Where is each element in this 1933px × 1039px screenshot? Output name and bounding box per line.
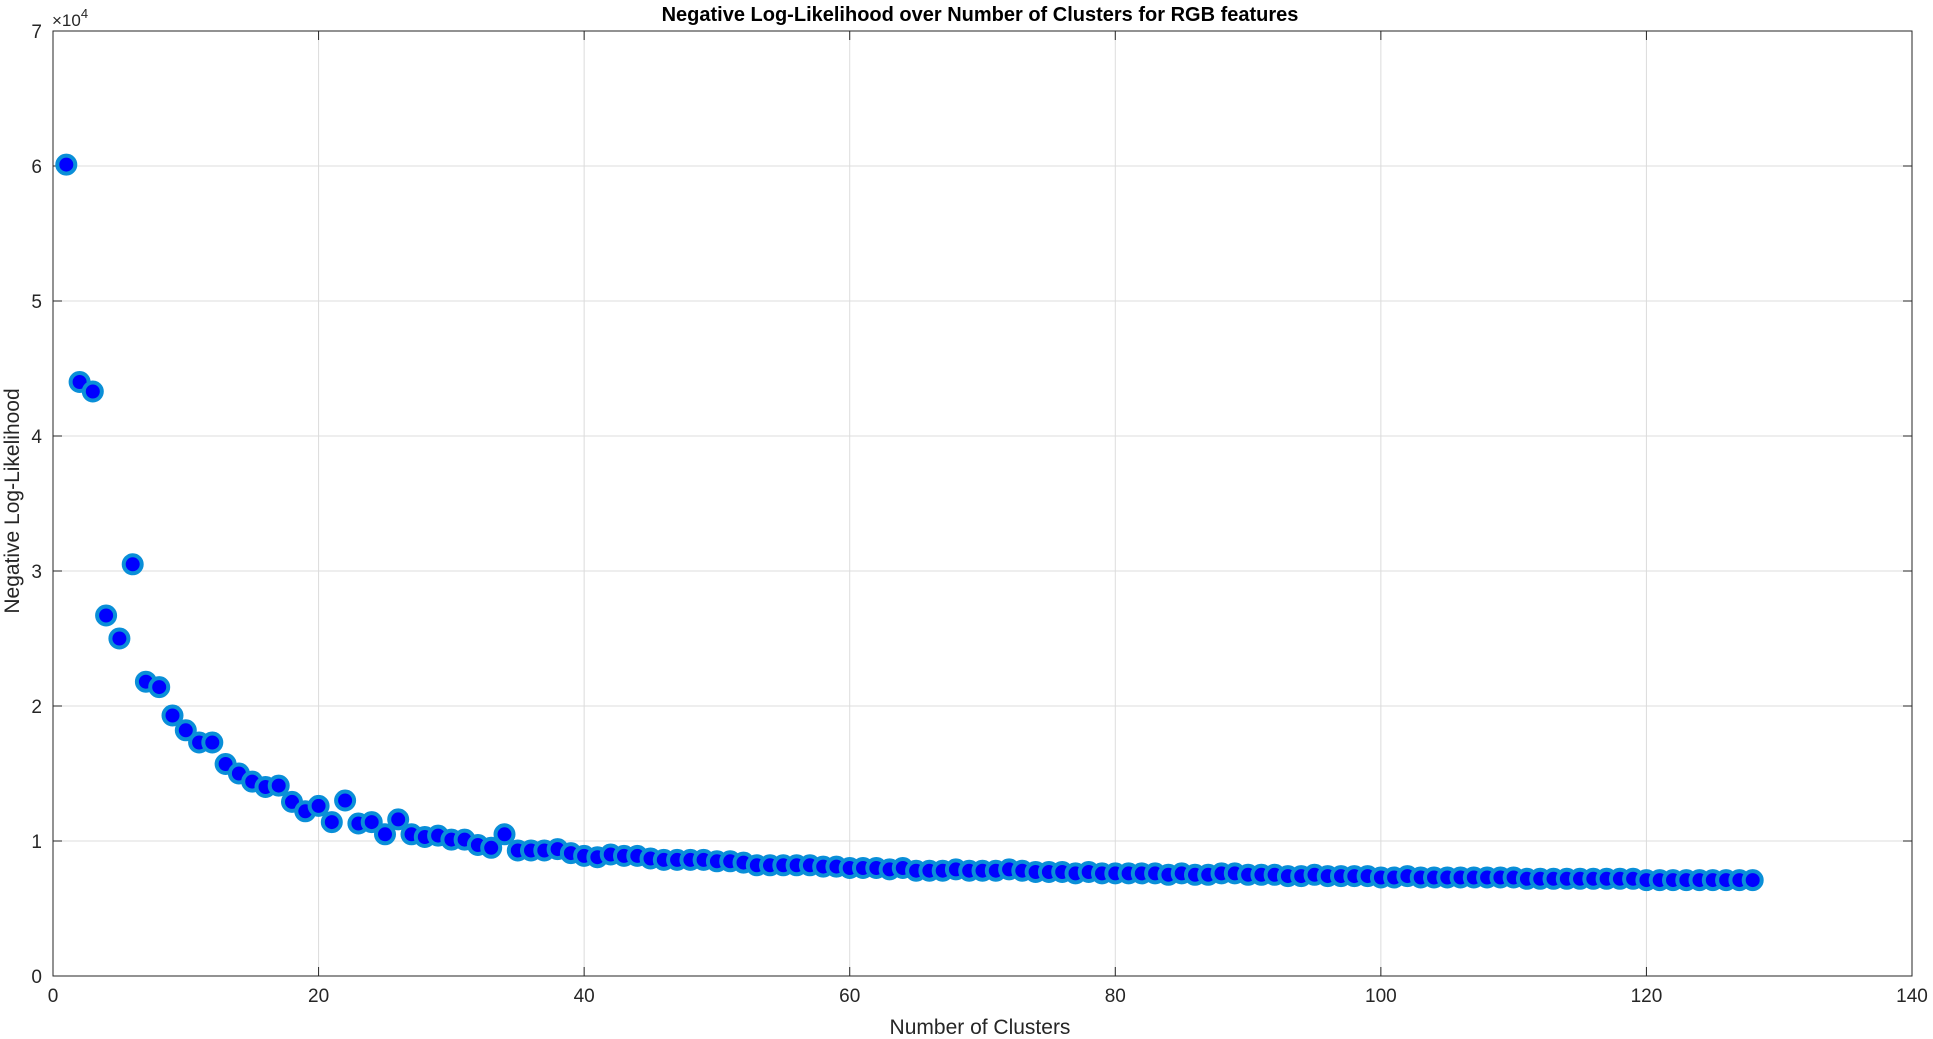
y-tick-label: 7 (31, 22, 42, 43)
x-tick-label: 140 (1896, 986, 1928, 1007)
axis-ticks: 0 20 40 60 80 100 120 140 0 1 2 3 4 5 6 7 (31, 22, 1927, 1007)
data-point (95, 604, 118, 627)
y-tick-label: 6 (31, 157, 42, 178)
data-point (307, 794, 330, 817)
data-point (121, 553, 144, 576)
data-point (360, 811, 383, 834)
data-points (55, 153, 1764, 892)
data-point (148, 676, 171, 699)
x-tick-label: 40 (574, 986, 595, 1007)
y-axis-label: Negative Log-Likelihood (1, 388, 24, 613)
data-point (267, 774, 290, 797)
data-point (81, 380, 104, 403)
x-tick-label: 60 (839, 986, 860, 1007)
data-point (55, 153, 78, 176)
x-tick-label: 0 (48, 986, 59, 1007)
x-axis-label: Number of Clusters (890, 1016, 1071, 1039)
y-tick-label: 4 (31, 427, 42, 448)
data-point (161, 704, 184, 727)
x-tick-label: 20 (308, 986, 329, 1007)
y-tick-label: 3 (31, 562, 42, 583)
x-tick-label: 120 (1631, 986, 1663, 1007)
data-point (108, 627, 131, 650)
y-axis-exponent: ×104 (52, 6, 88, 30)
y-exponent-base: ×10 (52, 11, 81, 30)
data-point (1741, 869, 1764, 892)
data-point (320, 811, 343, 834)
data-point (174, 719, 197, 742)
data-point (201, 731, 224, 754)
x-tick-label: 80 (1105, 986, 1126, 1007)
data-point (374, 823, 396, 846)
x-tick-label: 100 (1365, 986, 1397, 1007)
y-tick-label: 2 (31, 697, 42, 718)
y-exponent-power: 4 (81, 6, 88, 21)
data-point (480, 836, 503, 859)
y-tick-label: 0 (31, 967, 42, 988)
plot-frame (52, 30, 1913, 977)
data-point (387, 808, 410, 831)
y-tick-label: 1 (31, 832, 42, 853)
chart-title: Negative Log-Likelihood over Number of C… (662, 4, 1299, 26)
y-tick-label: 5 (31, 292, 42, 313)
data-point (493, 823, 516, 846)
data-point (334, 789, 357, 812)
